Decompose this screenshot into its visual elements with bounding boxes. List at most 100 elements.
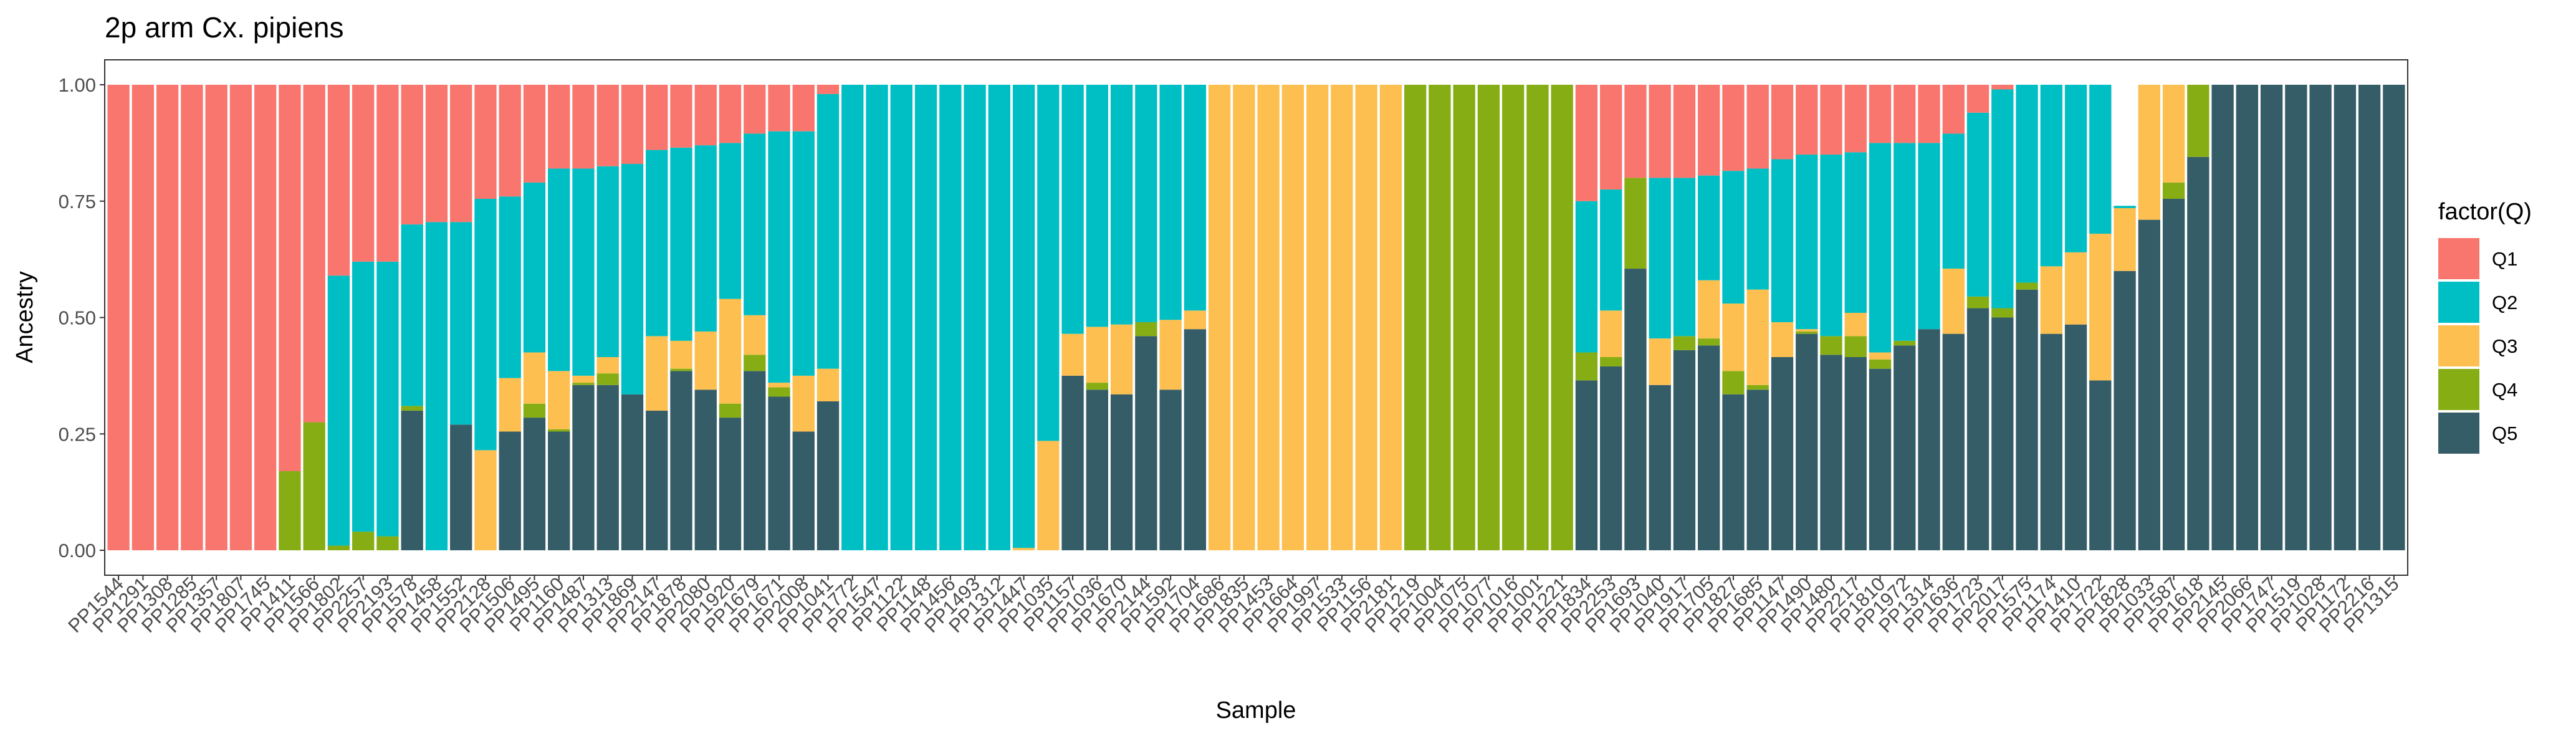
bar-segment-PP2147-q5 xyxy=(646,410,668,550)
bar-segment-PP1722-q3 xyxy=(2089,234,2112,381)
bar-segment-PP1704-q5 xyxy=(1184,329,1207,550)
chart-title: 2p arm Cx. pipiens xyxy=(105,11,344,44)
bar-segment-PP2253-q4 xyxy=(1600,356,1622,366)
bar-segment-PP1156-q3 xyxy=(1355,85,1377,550)
bar-segment-PP1828-q2 xyxy=(2114,206,2136,208)
bar-segment-PP1004-q4 xyxy=(1429,85,1451,550)
bar-segment-PP1834-q4 xyxy=(1575,352,1598,381)
legend-label-q4: Q4 xyxy=(2492,379,2517,401)
bar-segment-PP1670-q2 xyxy=(1110,85,1133,325)
bar-segment-PP1160-q1 xyxy=(548,85,570,169)
bar-segment-PP1685-q4 xyxy=(1746,385,1769,390)
bar-segment-PP1917-q5 xyxy=(1673,350,1696,550)
bar-segment-PP1920-q3 xyxy=(719,299,742,404)
bar-segment-PP2080-q2 xyxy=(694,145,717,332)
x-axis-title: Sample xyxy=(1216,697,1296,724)
bar-segment-PP1878-q5 xyxy=(670,371,692,550)
bar-segment-PP1490-q3 xyxy=(1796,329,1818,332)
bar-segment-PP1285-q1 xyxy=(181,85,203,550)
bar-segment-PP1016-q4 xyxy=(1502,85,1525,550)
bar-segment-PP1221-q4 xyxy=(1551,85,1573,550)
bar-segment-PP1920-q2 xyxy=(719,143,742,299)
bar-segment-PP1533-q3 xyxy=(1331,85,1353,550)
bar-segment-PP1592-q5 xyxy=(1159,390,1182,550)
bar-segment-PP1869-q5 xyxy=(621,394,644,550)
bar-segment-PP1357-q1 xyxy=(205,85,227,550)
bar-segment-PP1587-q5 xyxy=(2162,199,2185,550)
bar-segment-PP1506-q3 xyxy=(499,378,521,432)
bar-segment-PP1693-q5 xyxy=(1624,269,1647,550)
bar-segment-PP1722-q5 xyxy=(2089,380,2112,550)
bar-segment-PP2193-q1 xyxy=(376,85,399,262)
legend-key-q5 xyxy=(2438,413,2479,454)
bar-segment-PP1313-q4 xyxy=(596,373,619,385)
bar-segment-PP1835-q3 xyxy=(1233,85,1255,550)
bar-segment-PP1480-q2 xyxy=(1820,155,1842,337)
bar-segment-PP1917-q1 xyxy=(1673,85,1696,178)
bar-segment-PP1480-q1 xyxy=(1820,85,1842,155)
bar-segment-PP1670-q3 xyxy=(1110,324,1133,394)
bar-segment-PP2128-q2 xyxy=(474,199,497,451)
bar-segment-PP1705-q3 xyxy=(1698,280,1720,339)
y-tick-label: 0.25 xyxy=(59,423,96,445)
bar-segment-PP1578-q5 xyxy=(401,410,423,550)
bar-segment-PP1506-q1 xyxy=(499,85,521,197)
bar-segment-PP2217-q1 xyxy=(1844,85,1867,153)
bar-segment-PP1160-q4 xyxy=(548,429,570,432)
bar-segment-PP1636-q3 xyxy=(1942,269,1965,334)
bar-segment-PP1040-q2 xyxy=(1649,178,1671,339)
bar-segment-PP1578-q2 xyxy=(401,224,423,406)
bar-segment-PP2147-q1 xyxy=(646,85,668,150)
bar-segment-PP2080-q3 xyxy=(694,331,717,390)
bar-segment-PP1480-q4 xyxy=(1820,336,1842,355)
bar-segment-PP1679-q2 xyxy=(744,133,766,315)
bar-segment-PP1685-q2 xyxy=(1746,168,1769,290)
bar-segment-PP2217-q3 xyxy=(1844,313,1867,337)
bar-segment-PP1547-q2 xyxy=(866,85,888,550)
bar-segment-PP1810-q1 xyxy=(1869,85,1892,143)
bar-segment-PP1040-q5 xyxy=(1649,385,1671,550)
bar-segment-PP1592-q2 xyxy=(1159,85,1182,320)
bar-segment-PP1575-q2 xyxy=(2016,85,2038,283)
bar-segment-PP1041-q3 xyxy=(816,368,840,401)
bar-segment-PP1828-q5 xyxy=(2114,270,2136,550)
bar-segment-PP1917-q2 xyxy=(1673,178,1696,337)
bar-segment-PP1040-q1 xyxy=(1649,85,1671,178)
bar-segment-PP1745-q1 xyxy=(254,85,277,550)
bar-segment-PP1157-q2 xyxy=(1061,85,1084,334)
legend-label-q5: Q5 xyxy=(2492,423,2517,444)
bar-segment-PP1917-q4 xyxy=(1673,336,1696,350)
bar-segment-PP1487-q5 xyxy=(572,385,595,550)
bar-segment-PP1827-q2 xyxy=(1722,171,1745,304)
bar-segment-PP2257-q2 xyxy=(352,261,375,532)
bar-segment-PP1972-q1 xyxy=(1894,85,1916,143)
bar-segment-PP2217-q4 xyxy=(1844,336,1867,357)
bar-segment-PP1810-q5 xyxy=(1869,368,1892,550)
y-tick-label: 0.50 xyxy=(59,307,96,329)
bar-segment-PP2008-q2 xyxy=(792,131,815,376)
y-tick-label: 0.75 xyxy=(59,191,96,213)
bar-segment-PP1447-q2 xyxy=(1012,85,1035,548)
bar-segment-PP2066-q5 xyxy=(2236,85,2259,550)
bar-segment-PP1411-q4 xyxy=(279,471,301,550)
bar-segment-PP1160-q2 xyxy=(548,168,570,371)
bar-segment-PP1506-q2 xyxy=(499,196,521,378)
bar-segment-PP1312-q2 xyxy=(988,85,1010,550)
bar-segment-PP1291-q1 xyxy=(132,85,155,550)
bar-segment-PP1636-q2 xyxy=(1942,133,1965,269)
bar-segment-PP1671-q2 xyxy=(768,131,790,383)
bar-segment-PP1410-q5 xyxy=(2064,324,2087,550)
bar-segment-PP1705-q1 xyxy=(1698,85,1720,176)
bar-segment-PP1679-q3 xyxy=(744,315,766,355)
bar-segment-PP1827-q5 xyxy=(1722,394,1745,550)
bar-segment-PP1219-q4 xyxy=(1404,85,1427,550)
y-axis: 0.00 0.25 0.50 0.75 1.00 xyxy=(59,74,105,562)
bar-segment-PP2217-q5 xyxy=(1844,357,1867,550)
bar-segment-PP1160-q3 xyxy=(548,371,570,429)
bar-segment-PP2008-q3 xyxy=(792,375,815,432)
bar-segment-PP1174-q3 xyxy=(2040,266,2062,334)
bar-segment-PP1122-q2 xyxy=(890,85,912,550)
bar-segment-PP1828-q3 xyxy=(2114,208,2136,271)
bar-segment-PP1314-q1 xyxy=(1918,85,1940,143)
bars-group xyxy=(107,85,2405,551)
